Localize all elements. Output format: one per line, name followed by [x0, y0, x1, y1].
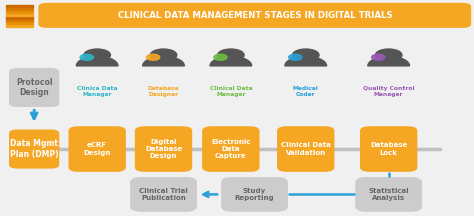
FancyBboxPatch shape [355, 177, 422, 212]
Text: eCRF
Design: eCRF Design [83, 142, 111, 156]
Bar [6, 25, 33, 27]
Circle shape [375, 49, 402, 61]
Circle shape [146, 54, 160, 60]
FancyBboxPatch shape [277, 126, 334, 172]
Text: Clinical Data
Manager: Clinical Data Manager [210, 86, 252, 97]
Wedge shape [143, 56, 184, 66]
Wedge shape [76, 56, 118, 66]
Wedge shape [210, 56, 252, 66]
Text: Protocol
Design: Protocol Design [16, 78, 53, 97]
FancyBboxPatch shape [221, 177, 288, 212]
FancyBboxPatch shape [360, 126, 417, 172]
FancyBboxPatch shape [202, 126, 259, 172]
FancyBboxPatch shape [130, 177, 197, 212]
Text: Statistical
Analysis: Statistical Analysis [368, 188, 409, 201]
Bar [6, 14, 33, 16]
Text: CLINICAL DATA MANAGEMENT STAGES IN DIGITAL TRIALS: CLINICAL DATA MANAGEMENT STAGES IN DIGIT… [118, 11, 392, 20]
FancyBboxPatch shape [68, 126, 126, 172]
Text: Database
Designer: Database Designer [148, 86, 179, 97]
Text: Database
Lock: Database Lock [370, 142, 407, 156]
Bar [6, 5, 33, 7]
Text: Study
Reporting: Study Reporting [235, 188, 274, 201]
Bar [6, 8, 33, 10]
FancyBboxPatch shape [38, 3, 471, 28]
Text: Quality Control
Manager: Quality Control Manager [363, 86, 414, 97]
FancyBboxPatch shape [135, 126, 192, 172]
Bar [6, 16, 33, 19]
Circle shape [292, 49, 319, 61]
Wedge shape [368, 56, 410, 66]
Circle shape [214, 54, 227, 60]
Bar [6, 22, 33, 24]
Circle shape [289, 54, 302, 60]
Wedge shape [285, 56, 327, 66]
Bar [6, 19, 33, 21]
Bar [6, 11, 33, 13]
Text: Electronic
Data
Capture: Electronic Data Capture [211, 139, 251, 159]
Circle shape [218, 49, 244, 61]
Text: Clinical Data
Validation: Clinical Data Validation [281, 142, 331, 156]
Circle shape [84, 49, 110, 61]
Circle shape [80, 54, 93, 60]
Text: Data Mgmt
Plan (DMP): Data Mgmt Plan (DMP) [10, 139, 58, 159]
FancyBboxPatch shape [9, 130, 59, 168]
Text: Clinica Data
Manager: Clinica Data Manager [77, 86, 118, 97]
Text: Clinical Trial
Publication: Clinical Trial Publication [139, 188, 188, 201]
Text: Digital
Database
Design: Digital Database Design [145, 139, 182, 159]
Circle shape [372, 54, 385, 60]
Text: Medical
Coder: Medical Coder [293, 86, 319, 97]
FancyBboxPatch shape [9, 68, 59, 107]
Circle shape [150, 49, 177, 61]
